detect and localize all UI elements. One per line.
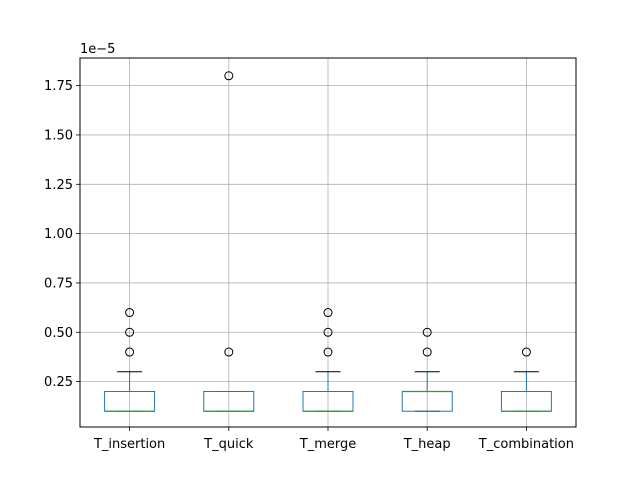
- y-axis: 0.25 0.50 0.75 1.00 1.25 1.50 1.75: [44, 79, 80, 390]
- y-tick-label: 1.50: [44, 128, 73, 143]
- box-group: [203, 71, 255, 412]
- y-tick-label: 1.25: [44, 178, 73, 193]
- outlier-point: [422, 327, 432, 337]
- outlier-point: [323, 327, 333, 337]
- y-tick-label: 1.75: [44, 79, 73, 94]
- box-group: [401, 327, 453, 412]
- outlier-point: [521, 347, 531, 357]
- outlier-point: [224, 71, 234, 81]
- y-tick-label: 1.00: [44, 227, 73, 242]
- box-plots: [104, 71, 552, 412]
- outlier-point: [125, 308, 135, 318]
- x-tick-label: T_heap: [403, 437, 451, 452]
- x-axis: T_insertion T_quick T_merge T_heap T_combina…: [93, 427, 574, 452]
- outlier-point: [224, 347, 234, 357]
- box-group: [104, 308, 156, 412]
- grid-lines: [80, 58, 576, 427]
- outlier-point: [323, 347, 333, 357]
- x-tick-label: T_combination: [478, 437, 574, 452]
- outlier-point: [323, 308, 333, 318]
- y-tick-label: 0.50: [44, 326, 73, 341]
- x-tick-label: T_merge: [299, 437, 356, 452]
- y-tick-label: 0.75: [44, 276, 73, 291]
- outlier-point: [125, 327, 135, 337]
- box-group: [500, 347, 552, 412]
- y-offset-label: 1e−5: [80, 42, 115, 57]
- y-tick-label: 0.25: [44, 375, 73, 390]
- box-group: [302, 308, 354, 412]
- outlier-point: [422, 347, 432, 357]
- x-tick-label: T_quick: [203, 437, 254, 452]
- outlier-point: [125, 347, 135, 357]
- x-tick-label: T_insertion: [93, 437, 165, 452]
